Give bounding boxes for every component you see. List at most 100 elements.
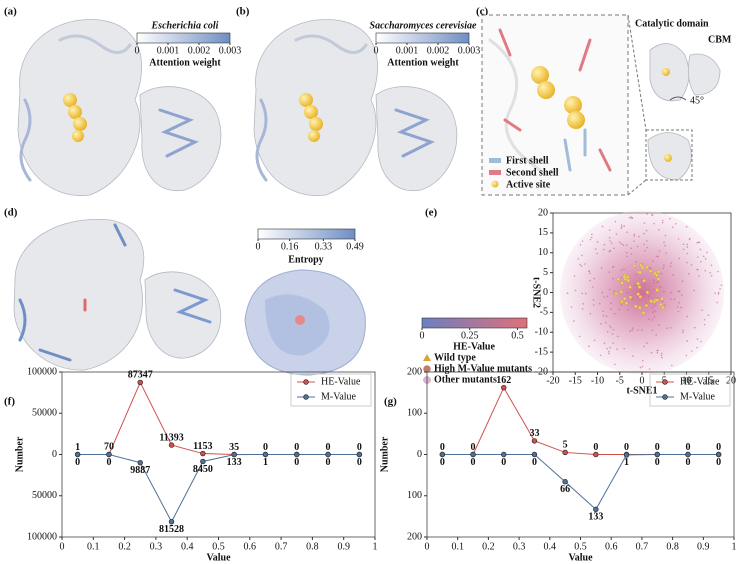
data-point: [470, 451, 476, 458]
scatter-point: [669, 217, 671, 220]
y-tick-label: 200: [407, 531, 422, 542]
y-tick-label: 100000: [27, 366, 57, 377]
y-tick-label: 0: [417, 449, 422, 460]
scatter-point: [696, 241, 698, 244]
scatter-point: [647, 295, 650, 298]
data-label: 0: [106, 457, 111, 468]
scatter-point: [599, 354, 602, 357]
data-point: [623, 452, 630, 458]
x-tick-label: -20: [546, 375, 559, 386]
x-tick-label: 0.3: [150, 541, 163, 552]
data-label: 81528: [159, 524, 184, 535]
scatter-point: [581, 240, 584, 242]
data-point: [562, 449, 568, 456]
scatter-point: [653, 310, 656, 312]
series-line: [442, 386, 719, 455]
series-line: [77, 381, 360, 455]
scatter-point: [623, 225, 626, 227]
x-tick-label: 0.4: [544, 541, 557, 552]
data-label: 0: [471, 457, 476, 468]
data-point: [562, 479, 568, 485]
data-label: 1: [263, 457, 268, 468]
data-label: 1: [624, 457, 629, 468]
data-label: 0: [357, 442, 362, 453]
scatter-point: [620, 304, 623, 306]
scatter-point: [643, 243, 645, 246]
scatter-point: [677, 238, 680, 240]
scatter-point: [579, 263, 581, 266]
x-tick-label: 0.6: [244, 541, 257, 552]
scatter-point: [578, 335, 581, 338]
colorbar: [257, 228, 356, 240]
scatter-point: [603, 296, 605, 298]
scatter-point: [600, 267, 603, 269]
scatter-point: [608, 288, 611, 291]
scatter-point: [616, 335, 619, 338]
data-label: 35: [229, 442, 239, 453]
scatter-point: [701, 309, 703, 311]
scatter-point: [717, 291, 720, 294]
scatter-point: [682, 331, 684, 334]
y-tick-label: -5: [540, 307, 548, 318]
data-label: 133: [588, 512, 603, 523]
legend-marker: [303, 379, 309, 385]
scatter-point: [677, 310, 680, 313]
series-line: [442, 454, 719, 511]
scatter-point: [641, 311, 646, 315]
scatter-point: [690, 264, 693, 266]
scatter-point: [619, 290, 624, 294]
x-tick-label: 0.7: [275, 541, 288, 552]
scatter-point: [620, 277, 623, 279]
x-tick-label: -10: [591, 375, 604, 386]
x-tick-label: 0.2: [118, 541, 131, 552]
x-tick-label: 0.1: [87, 541, 100, 552]
scatter-point: [642, 278, 646, 283]
data-point: [439, 451, 446, 458]
scatter-point: [601, 225, 604, 228]
scatter-point: [693, 289, 695, 292]
scatter-point: [573, 275, 576, 277]
data-point: [294, 451, 300, 458]
x-tick-label: 1: [373, 541, 378, 552]
scatter-point: [622, 296, 627, 301]
colorbar-tick-label: 0: [374, 45, 379, 56]
colorbar-tick-label: 0.33: [315, 241, 333, 252]
scatter-point: [646, 342, 648, 344]
scatter-point: [686, 252, 689, 255]
legend-label: HE-Value: [680, 376, 720, 387]
x-tick-label: 0.9: [337, 541, 350, 552]
scatter-point: [720, 284, 723, 287]
x-tick-label: 0.9: [697, 541, 710, 552]
scatter-point: [612, 328, 615, 331]
scatter-point: [649, 299, 653, 303]
scatter-point: [645, 265, 649, 270]
scatter-point: [717, 293, 720, 295]
scatter-point: [566, 292, 569, 295]
scatter-point: [655, 288, 660, 292]
x-tick-label: 10: [682, 375, 692, 386]
scatter-point: [678, 257, 681, 260]
domain-label: CBM: [708, 34, 732, 45]
scatter-point: [623, 347, 626, 350]
scatter-point: [596, 252, 598, 255]
y-axis-label: Number: [14, 436, 25, 472]
colorbar-tick-label: 0.002: [188, 45, 211, 56]
scatter-point: [685, 225, 688, 228]
data-label: 87347: [128, 370, 153, 381]
y-tick-label: 10: [538, 247, 548, 258]
data-label: 0: [501, 457, 506, 468]
scatter-point: [589, 238, 592, 241]
data-point: [325, 451, 331, 458]
scatter-point: [612, 277, 614, 280]
legend-label: M-Value: [680, 391, 716, 402]
scatter-point: [632, 355, 634, 357]
scatter-point: [608, 229, 611, 231]
colorbar-title: Entropy: [288, 254, 323, 265]
y-tick-label: 5: [543, 267, 548, 278]
colorbar-tick-label: 0: [256, 241, 261, 252]
scatter-point: [589, 279, 591, 282]
x-tick-label: 1: [732, 541, 737, 552]
scatter-point: [641, 359, 644, 362]
protein-structure: [253, 19, 458, 196]
